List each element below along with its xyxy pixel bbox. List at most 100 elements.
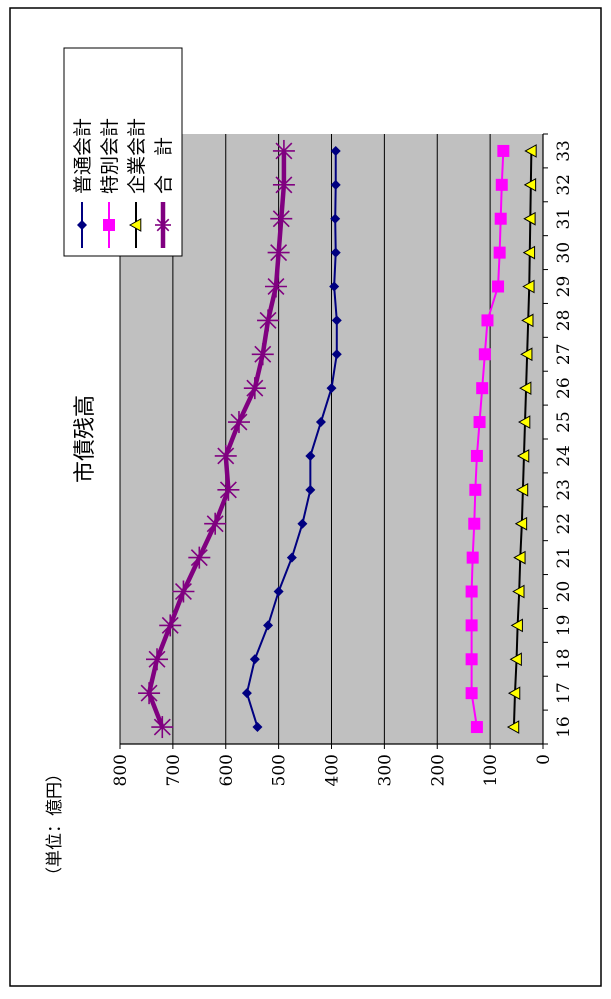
data-point: [326, 383, 337, 394]
y-tick-label: 0: [534, 754, 554, 765]
data-point: [507, 686, 521, 701]
data-point: [155, 217, 171, 233]
data-point: [494, 212, 507, 225]
data-point: [103, 219, 115, 231]
data-point: [227, 411, 250, 434]
data-point: [297, 518, 308, 529]
x-tick-label: 28: [554, 310, 574, 332]
y-tick-label: 300: [375, 754, 395, 786]
chart-rotated-group: 0 100 200 300 400 500 600 700 800 16 17 18 19 20 21 22 2…: [45, 47, 574, 884]
data-point: [493, 246, 506, 259]
data-point: [497, 144, 510, 157]
data-point: [476, 382, 489, 395]
legend-entry: 合 計: [153, 137, 175, 248]
data-point: [470, 721, 483, 734]
y-tick-label: 700: [164, 754, 184, 786]
data-point: [466, 551, 479, 564]
x-tick-label: 32: [554, 174, 574, 196]
x-tick-label: 22: [554, 513, 574, 535]
x-tick-label: 20: [554, 581, 574, 603]
x-tick-label: 23: [554, 479, 574, 501]
data-point: [188, 546, 211, 569]
data-point: [273, 586, 284, 597]
legend-label: 特別会計: [99, 118, 121, 194]
y-tick-label: 400: [323, 754, 343, 786]
data-point: [252, 722, 263, 733]
chart-title: 市債残高: [73, 395, 98, 483]
y-tick-label: 800: [111, 754, 131, 786]
data-point: [492, 280, 505, 293]
data-point: [272, 139, 295, 162]
x-tick-label: 30: [554, 242, 574, 264]
x-tick-label: 24: [554, 445, 574, 467]
data-point: [515, 482, 529, 497]
data-point: [214, 444, 237, 467]
x-tick-label: 26: [554, 377, 574, 399]
x-tick-label: 25: [554, 411, 574, 433]
data-point: [513, 550, 526, 565]
data-point: [514, 516, 528, 531]
legend-entry: 普通会計: [72, 118, 94, 248]
data-point: [138, 682, 161, 705]
legend-entry: 特別会計: [99, 118, 121, 248]
y-tick-label: 200: [428, 754, 448, 786]
data-point: [331, 315, 342, 326]
data-point: [172, 580, 195, 603]
data-point: [465, 687, 478, 700]
data-point: [243, 377, 266, 400]
data-point: [270, 207, 293, 230]
x-tick-label: 29: [554, 276, 574, 298]
data-point: [267, 241, 290, 264]
x-tick-label: 16: [554, 716, 574, 738]
data-point: [272, 173, 295, 196]
data-point: [509, 652, 522, 667]
data-point: [506, 720, 520, 734]
data-point: [470, 449, 483, 462]
data-point: [264, 275, 287, 298]
data-point: [473, 416, 486, 429]
data-point: [519, 381, 532, 396]
data-point: [523, 211, 536, 226]
data-point: [204, 512, 227, 535]
x-tick-label: 19: [554, 615, 574, 637]
data-point: [330, 247, 341, 258]
legend-box: [63, 47, 183, 257]
data-point: [330, 179, 341, 190]
series-3: [506, 144, 537, 734]
data-point: [217, 478, 240, 501]
data-point: [146, 648, 169, 671]
data-point: [521, 313, 534, 328]
data-point: [305, 450, 316, 461]
legend-entry: 企業会計: [126, 118, 148, 248]
data-point: [468, 517, 481, 530]
data-point: [469, 483, 482, 496]
x-tick-label: 17: [554, 682, 574, 704]
data-point: [257, 309, 280, 332]
data-point: [331, 349, 342, 360]
data-point: [522, 245, 536, 260]
data-point: [520, 347, 533, 362]
data-point: [465, 619, 478, 632]
data-point: [330, 145, 341, 156]
y-tick-label: 600: [217, 754, 237, 786]
data-point: [128, 218, 142, 232]
axes: 0 100 200 300 400 500 600 700 800 16 17 18 19 20 21 22 2…: [111, 133, 574, 786]
x-tick-label: 33: [554, 140, 574, 162]
y-tick-label: 500: [270, 754, 290, 786]
legend: 普通会計 特別会計 企業会計合 計: [63, 47, 183, 257]
x-tick-label: 18: [554, 648, 574, 670]
series-line: [512, 150, 533, 728]
data-point: [465, 585, 478, 598]
data-point: [516, 449, 530, 463]
series-4: [138, 139, 295, 739]
data-point: [465, 653, 478, 666]
legend-label: 普通会計: [72, 118, 94, 194]
y-tick-label: 100: [481, 754, 501, 786]
data-point: [315, 417, 326, 428]
data-point: [524, 144, 537, 158]
series-layer: [138, 139, 537, 739]
data-point: [151, 716, 174, 739]
data-point: [523, 177, 537, 192]
